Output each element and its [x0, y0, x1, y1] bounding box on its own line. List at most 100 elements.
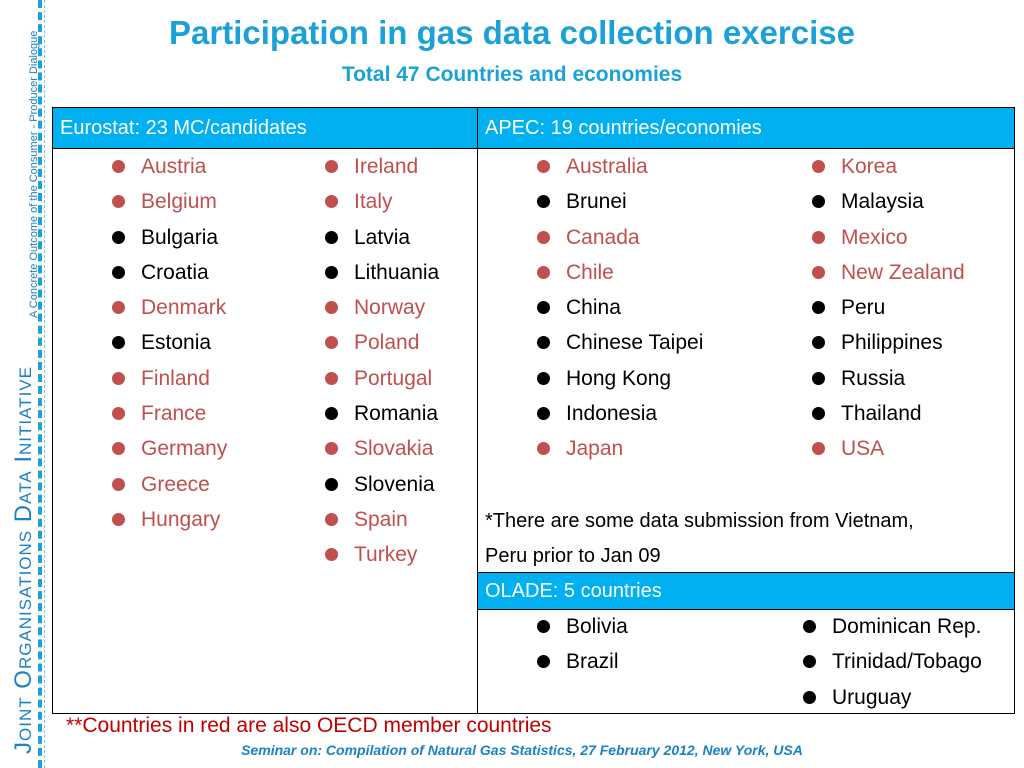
country-name: Poland: [354, 331, 420, 355]
bullet-icon: [803, 655, 816, 669]
country-name: Slovenia: [354, 472, 435, 496]
country-item: Germany: [112, 431, 227, 466]
country-name: Finland: [141, 366, 210, 390]
country-name: Turkey: [354, 543, 418, 567]
bullet-icon: [537, 620, 550, 633]
country-item: Slovakia: [325, 431, 439, 466]
seminar-footer: Seminar on: Compilation of Natural Gas S…: [241, 742, 803, 758]
country-item: Chinese Taipei: [537, 325, 703, 360]
country-item: Italy: [325, 184, 439, 219]
country-name: Peru: [841, 296, 886, 320]
country-item: Chile: [537, 255, 703, 290]
country-item: Austria: [112, 149, 227, 184]
country-name: Mexico: [841, 225, 908, 249]
country-name: Philippines: [841, 331, 943, 355]
country-item: Hong Kong: [537, 361, 703, 396]
country-name: Latvia: [354, 225, 411, 249]
bullet-icon: [325, 336, 338, 350]
country-name: Belgium: [141, 190, 217, 214]
side-organisation-name: Joint Organisations Data Initiative: [10, 366, 37, 754]
olade-header: OLADE: 5 countries: [477, 572, 1015, 610]
bullet-icon: [537, 160, 550, 173]
country-name: Thailand: [841, 402, 922, 426]
bullet-icon: [112, 512, 125, 526]
bullet-icon: [812, 265, 825, 279]
country-item: Korea: [812, 149, 965, 184]
country-name: France: [141, 402, 207, 426]
bullet-icon: [325, 301, 338, 315]
country-item: Peru: [812, 290, 965, 325]
bullet-icon: [537, 301, 550, 315]
bullet-icon: [537, 265, 550, 279]
country-name: Canada: [566, 225, 640, 249]
country-name: Trinidad/Tobago: [832, 650, 982, 674]
bullet-icon: [112, 371, 125, 385]
country-name: Romania: [354, 402, 439, 426]
country-item: Bolivia: [537, 609, 628, 644]
country-item: Spain: [325, 502, 439, 537]
country-name: Brunei: [566, 190, 627, 214]
country-name: Hong Kong: [566, 366, 672, 390]
bullet-icon: [812, 442, 825, 456]
bullet-icon: [812, 301, 825, 315]
country-item: Turkey: [325, 537, 439, 572]
country-item: Slovenia: [325, 467, 439, 502]
country-name: Japan: [566, 437, 624, 461]
country-item: Hungary: [112, 502, 227, 537]
apec-list-col1: Australia Brunei Canada Chile China Chinese T…: [537, 149, 703, 467]
country-item: Australia: [537, 149, 703, 184]
country-item: Brazil: [537, 644, 628, 679]
bullet-icon: [112, 442, 125, 456]
country-name: New Zealand: [841, 260, 965, 284]
country-item: Belgium: [112, 184, 227, 219]
bullet-icon: [803, 620, 816, 633]
country-item: Poland: [325, 325, 439, 360]
country-name: Slovakia: [354, 437, 434, 461]
country-item: Romania: [325, 396, 439, 431]
country-item: Ireland: [325, 149, 439, 184]
side-dashed-rule: [38, 0, 42, 768]
country-item: New Zealand: [812, 255, 965, 290]
country-item: Norway: [325, 290, 439, 325]
slide-title: Participation in gas data collection exe…: [169, 14, 855, 51]
country-name: Korea: [841, 155, 898, 178]
bullet-icon: [112, 230, 125, 244]
country-item: Latvia: [325, 220, 439, 255]
country-name: Portugal: [354, 366, 433, 390]
slide-subtitle: Total 47 Countries and economies: [341, 63, 683, 86]
country-name: Chinese Taipei: [566, 331, 704, 355]
bullet-icon: [812, 407, 825, 421]
bullet-icon: [537, 371, 550, 385]
country-name: Bolivia: [566, 615, 628, 638]
country-name: Uruguay: [832, 685, 912, 709]
country-name: Germany: [141, 437, 228, 461]
bullet-icon: [325, 371, 338, 385]
country-name: Indonesia: [566, 402, 658, 426]
country-name: Dominican Rep.: [832, 615, 982, 638]
bullet-icon: [325, 442, 338, 456]
bullet-icon: [112, 265, 125, 279]
bullet-icon: [112, 160, 125, 173]
country-item: Greece: [112, 467, 227, 502]
oecd-footnote: **Countries in red are also OECD member …: [66, 714, 552, 737]
bullet-icon: [325, 195, 338, 209]
side-dashed-rule-thin: [44, 0, 45, 768]
bullet-icon: [812, 371, 825, 385]
apec-header: APEC: 19 countries/economies: [477, 107, 1015, 149]
apec-list-col2: Korea Malaysia Mexico New Zealand Peru Philip…: [812, 149, 965, 467]
country-item: Malaysia: [812, 184, 965, 219]
country-item: France: [112, 396, 227, 431]
country-name: Malaysia: [841, 190, 924, 214]
country-name: Denmark: [141, 296, 227, 320]
apec-note: *There are some data submission from Vie…: [485, 504, 914, 574]
bullet-icon: [325, 407, 338, 421]
bullet-icon: [537, 442, 550, 456]
country-item: Lithuania: [325, 255, 439, 290]
olade-list-col1: Bolivia Brazil: [537, 609, 628, 680]
bullet-icon: [325, 230, 338, 244]
country-item: Finland: [112, 361, 227, 396]
country-name: Austria: [141, 155, 207, 178]
country-name: Australia: [566, 155, 648, 178]
bullet-icon: [537, 655, 550, 669]
country-item: Croatia: [112, 255, 227, 290]
